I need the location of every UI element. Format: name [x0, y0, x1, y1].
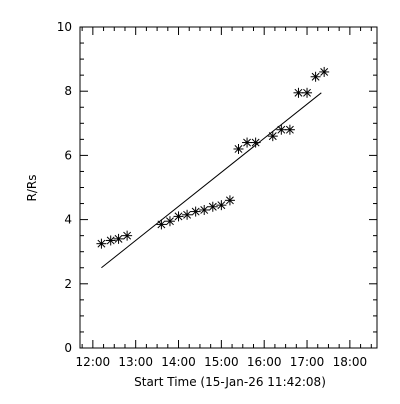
data-point — [284, 124, 295, 135]
asterisk-stroke — [208, 202, 217, 211]
asterisk-stroke — [97, 239, 106, 248]
asterisk-stroke — [166, 217, 174, 226]
plot-frame — [79, 26, 378, 349]
data-point — [182, 209, 193, 220]
data-point — [207, 201, 218, 212]
data-point — [267, 131, 278, 142]
data-point — [164, 216, 175, 227]
data-point — [233, 143, 244, 154]
data-point — [96, 238, 107, 249]
asterisk-stroke — [114, 234, 123, 243]
asterisk-stroke — [157, 220, 166, 229]
data-point — [122, 230, 133, 241]
y-tick-label: 2 — [64, 277, 72, 291]
y-tick-label: 8 — [64, 84, 72, 98]
asterisk-stroke — [285, 125, 294, 134]
asterisk-stroke — [174, 212, 183, 221]
data-point — [156, 219, 167, 230]
x-tick-label: 13:00 — [118, 355, 153, 369]
asterisk-stroke — [294, 88, 303, 97]
asterisk-stroke — [251, 138, 260, 147]
asterisk-stroke — [303, 88, 311, 97]
fit-line-layer — [101, 92, 322, 269]
asterisk-stroke — [106, 236, 115, 245]
asterisk-stroke — [243, 138, 252, 147]
x-axis-label: Start Time (15-Jan-26 11:42:08) — [134, 375, 326, 389]
data-point — [113, 233, 124, 244]
data-point — [242, 137, 253, 148]
y-tick-label: 6 — [64, 148, 72, 162]
x-tick-label: 17:00 — [290, 355, 325, 369]
x-tick-label: 15:00 — [204, 355, 239, 369]
data-point — [319, 66, 330, 77]
data-point — [105, 235, 116, 246]
y-tick-label: 4 — [64, 213, 72, 227]
x-tick-label: 16:00 — [247, 355, 282, 369]
asterisk-stroke — [183, 210, 192, 219]
data-point — [302, 87, 313, 98]
data-point — [173, 211, 184, 222]
asterisk-stroke — [268, 132, 277, 141]
asterisk-stroke — [225, 196, 234, 205]
asterisk-stroke — [311, 72, 320, 81]
asterisk-stroke — [277, 125, 286, 134]
asterisk-stroke — [200, 206, 209, 214]
x-tick-label: 12:00 — [76, 355, 111, 369]
data-point — [224, 195, 235, 206]
data-point — [216, 200, 227, 211]
asterisk-stroke — [320, 67, 329, 76]
x-tick-label: 14:00 — [161, 355, 196, 369]
fit-line — [101, 92, 322, 269]
data-point — [276, 124, 287, 135]
data-points — [96, 66, 330, 249]
y-axis-label: R/Rs — [25, 175, 39, 202]
y-tick-label: 0 — [64, 341, 72, 355]
asterisk-stroke — [123, 231, 132, 240]
axes: 12:00 13:00 14:00 15:00 16:00 17:00 18:00 0 2 4 6 8… — [57, 20, 377, 369]
asterisk-stroke — [217, 201, 226, 210]
y-tick-label: 10 — [57, 20, 72, 34]
data-point — [199, 204, 210, 215]
x-tick-label: 18:00 — [333, 355, 368, 369]
asterisk-stroke — [191, 207, 200, 216]
data-point — [293, 87, 304, 98]
data-point — [190, 206, 201, 217]
data-point — [310, 71, 321, 82]
data-point — [250, 137, 261, 148]
asterisk-stroke — [234, 145, 243, 153]
